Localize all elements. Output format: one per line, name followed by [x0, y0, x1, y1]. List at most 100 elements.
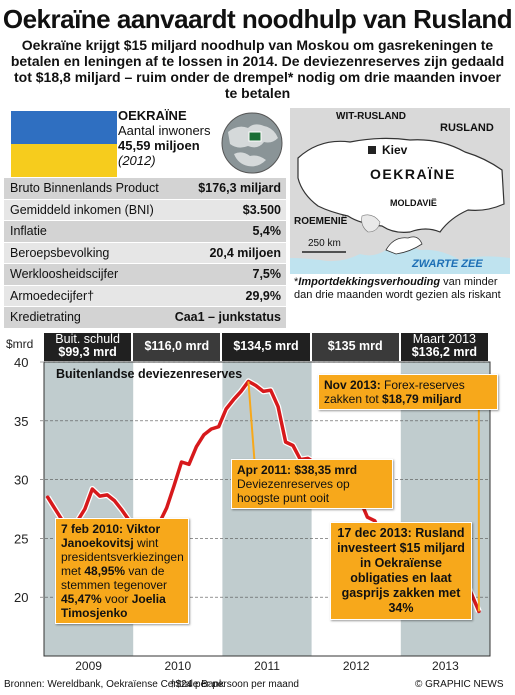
flag-blue-stripe: [11, 111, 117, 144]
data-point: [366, 516, 369, 519]
debt-box: $135 mrd: [311, 333, 399, 361]
callout-apr-date: Apr 2011: $38,35 mrd: [237, 463, 358, 477]
data-point: [121, 509, 123, 511]
data-point: [203, 434, 205, 436]
data-point: [292, 444, 294, 447]
population-year: (2012): [118, 153, 156, 168]
data-point: [284, 441, 287, 443]
data-point: [54, 508, 56, 510]
data-point: [232, 398, 235, 401]
data-point: [225, 408, 227, 410]
debt-box: Maart 2013 $136,2 mrd: [400, 332, 488, 361]
stat-row: Gemiddeld inkomen (BNI) $3.500: [4, 199, 286, 221]
stat-label: Werkloosheidscijfer: [10, 267, 119, 282]
stat-value: Caa1 – junkstatus: [174, 310, 281, 325]
callout-feb-date: 7 feb 2010: Viktor Janoekovitsj: [61, 522, 161, 550]
debt-box-label: Maart 2013: [412, 332, 476, 346]
credit: © GRAPHIC NEWS: [415, 679, 504, 690]
stat-row: Armoedecijfer† 29,9%: [4, 285, 286, 307]
data-point: [113, 499, 116, 502]
debt-box-value: $135 mrd: [327, 339, 383, 353]
callout-feb-2010: 7 feb 2010: Viktor Janoekovitsj wint pre…: [55, 518, 189, 624]
stat-value: $176,3 miljard: [198, 181, 281, 196]
data-point: [173, 484, 175, 487]
data-point: [46, 496, 49, 499]
data-point: [165, 507, 168, 509]
chart-subtitle: Oekraïne krijgt $15 miljard noodhulp van…: [10, 37, 505, 101]
x-tick-label: 2012: [343, 659, 370, 673]
ukraine-flag: [11, 111, 117, 177]
debt-box-value: $134,5 mrd: [233, 339, 299, 353]
flag-yellow-stripe: [11, 144, 117, 177]
y-tick-label: 30: [14, 473, 28, 488]
stat-label: Bruto Binnenlands Product: [10, 181, 159, 196]
data-point: [106, 494, 108, 496]
y-tick-label: 35: [14, 414, 28, 429]
stat-value: 5,4%: [252, 224, 282, 239]
chart-inner-title: Buitenlandse deviezenreserves: [56, 367, 242, 381]
x-tick-label: 2013: [432, 659, 459, 673]
data-point: [255, 384, 257, 387]
map-label-black-sea: ZWARTE ZEE: [412, 258, 483, 270]
callout-feb-text1: wint presidentsverkiezingen met: [61, 536, 184, 578]
stat-label: Kredietrating: [10, 310, 81, 325]
y-tick-label: 25: [14, 531, 28, 546]
callout-nov-date: Nov 2013:: [324, 378, 381, 392]
callout-feb-pct2: 45,47%: [61, 592, 102, 606]
data-point: [98, 495, 101, 497]
chart-title: Oekraïne aanvaardt noodhulp van Rusland: [2, 4, 513, 34]
stat-value: 20,4 miljoen: [209, 245, 281, 260]
debt-box-label: Buit. schuld: [55, 332, 120, 346]
stat-value: 29,9%: [245, 288, 281, 303]
data-point: [210, 428, 213, 430]
stat-label: Gemiddeld inkomen (BNI): [10, 202, 154, 217]
debt-box: $134,5 mrd: [222, 333, 310, 361]
footnote: †$24 per persoon per maand: [170, 679, 299, 690]
map-label-russia: RUSLAND: [440, 122, 494, 134]
year-band: [222, 362, 312, 656]
y-axis-label: $mrd: [6, 337, 33, 351]
note-star: *: [294, 276, 299, 288]
country-info: OEKRAÏNE Aantal inwoners 45,59 miljoen (…: [118, 108, 211, 168]
callout-nov-value: $18,79 miljard: [382, 392, 462, 406]
debt-box: Buit. schuld $99,3 mrd: [44, 332, 132, 361]
stat-row: Beroepsbevolking 20,4 miljoen: [4, 242, 286, 264]
data-point: [195, 445, 198, 448]
data-point: [84, 508, 86, 510]
stats-table: Bruto Binnenlands Product $176,3 miljard G…: [4, 178, 286, 329]
stat-row: Kredietrating Caa1 – junkstatus: [4, 307, 286, 329]
data-point: [240, 390, 242, 393]
callout-apr-text: Deviezenreserves op hoogste punt ooit: [237, 477, 350, 505]
y-tick-label: 20: [14, 590, 28, 605]
callout-feb-text3: voor: [101, 592, 132, 606]
debt-box-value: $116,0 mrd: [144, 339, 210, 353]
data-point: [180, 461, 183, 463]
stat-row: Bruto Binnenlands Product $176,3 miljard: [4, 178, 286, 200]
debt-timeline: Buit. schuld $99,3 mrd $116,0 mrd $134,5 mr…: [44, 333, 490, 361]
callout-feb-text2: van de stemmen tegenover: [61, 564, 168, 592]
debt-box-value: $136,2 mrd: [411, 345, 478, 359]
stat-row: Inflatie 5,4%: [4, 221, 286, 243]
stat-value: $3.500: [242, 202, 281, 217]
globe-icon: [221, 112, 283, 174]
import-cover-note: *Importdekkingsverhouding van minder dan…: [294, 276, 510, 302]
data-point: [188, 463, 190, 466]
map-label-kiev: Kiev: [382, 143, 408, 157]
callout-pointer: [247, 381, 256, 461]
debt-box-value: $99,3 mrd: [58, 345, 117, 359]
callout-feb-pct1: 48,95%: [84, 564, 126, 578]
map-scale: 250 km: [308, 238, 341, 249]
stat-label: Beroepsbevolking: [10, 245, 110, 260]
stat-label: Armoedecijfer†: [10, 288, 95, 303]
source-line: Bronnen: Wereldbank, Oekraïense Centrale…: [4, 679, 224, 690]
map-label-ukraine: OEKRAÏNE: [370, 166, 456, 182]
data-point: [91, 488, 94, 490]
x-tick-label: 2011: [254, 659, 280, 673]
callout-nov-text: Forex-reserves zakken tot: [324, 378, 465, 406]
note-title: Importdekkingsverhouding: [298, 276, 441, 288]
callout-apr-2011: Apr 2011: $38,35 mrd Deviezenreserves op…: [231, 459, 393, 509]
data-point: [269, 389, 272, 392]
stat-row: Werkloosheidscijfer 7,5%: [4, 264, 286, 286]
data-point: [307, 457, 309, 460]
map-label-moldova: MOLDAVIË: [390, 198, 437, 208]
